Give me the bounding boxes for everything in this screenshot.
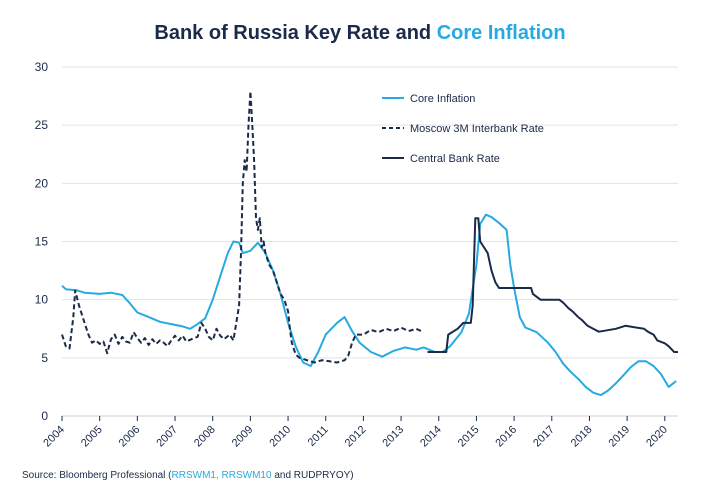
x-tick-label: 2009 xyxy=(230,424,256,450)
x-tick-label: 2004 xyxy=(41,424,67,450)
x-tick-label: 2017 xyxy=(531,424,557,450)
grid xyxy=(62,66,678,417)
y-tick-label: 20 xyxy=(35,176,49,190)
legend: Core Inflation Moscow 3M Interbank Rate Ce… xyxy=(382,93,544,165)
chart-title-main: Bank of Russia Key Rate and xyxy=(154,22,437,44)
x-tick-label: 2008 xyxy=(192,424,218,450)
x-tick-label: 2020 xyxy=(644,424,670,450)
x-tick-label: 2013 xyxy=(380,424,406,450)
source-note: Source: Bloomberg Professional (RRSWM1, … xyxy=(22,470,354,481)
x-tick-label: 2015 xyxy=(456,424,482,450)
chart-title: Bank of Russia Key Rate and Core Inflati… xyxy=(0,22,720,45)
chart-title-accent: Core Inflation xyxy=(436,22,566,44)
y-tick-label: 15 xyxy=(35,235,49,249)
x-tick-label: 2016 xyxy=(493,424,519,450)
source-suffix: and RUDPRYOY) xyxy=(271,470,354,481)
x-tick-label: 2011 xyxy=(306,424,331,449)
legend-label: Central Bank Rate xyxy=(410,153,500,165)
x-tick-label: 2014 xyxy=(418,424,444,450)
x-tick-label: 2018 xyxy=(569,424,595,450)
y-tick-label: 5 xyxy=(41,351,48,365)
series-line-0 xyxy=(61,213,677,397)
x-tick-label: 2007 xyxy=(154,424,180,450)
source-link[interactable]: RRSWM1, RRSWM10 xyxy=(171,470,272,481)
x-tick-label: 2012 xyxy=(343,424,369,450)
x-tick-label: 2005 xyxy=(79,424,105,450)
series-line-1 xyxy=(61,90,425,364)
x-tick-label: 2010 xyxy=(267,424,293,450)
y-axis-ticks: 0 5 10 15 20 25 30 xyxy=(35,60,49,423)
series-lines xyxy=(61,90,678,397)
x-axis-ticks: 2004 2005 2006 2007 2008 2009 2010 2011 2012 2013… xyxy=(41,416,670,449)
y-tick-label: 10 xyxy=(35,293,49,307)
y-tick-label: 30 xyxy=(35,60,49,74)
y-tick-label: 25 xyxy=(35,118,49,132)
series-line-2 xyxy=(427,217,678,353)
x-tick-label: 2006 xyxy=(117,424,143,450)
source-prefix: Source: Bloomberg Professional ( xyxy=(22,470,172,481)
x-tick-label: 2019 xyxy=(606,424,632,450)
y-tick-label: 0 xyxy=(41,409,48,423)
legend-label: Core Inflation xyxy=(410,93,475,105)
legend-label: Moscow 3M Interbank Rate xyxy=(410,123,544,135)
